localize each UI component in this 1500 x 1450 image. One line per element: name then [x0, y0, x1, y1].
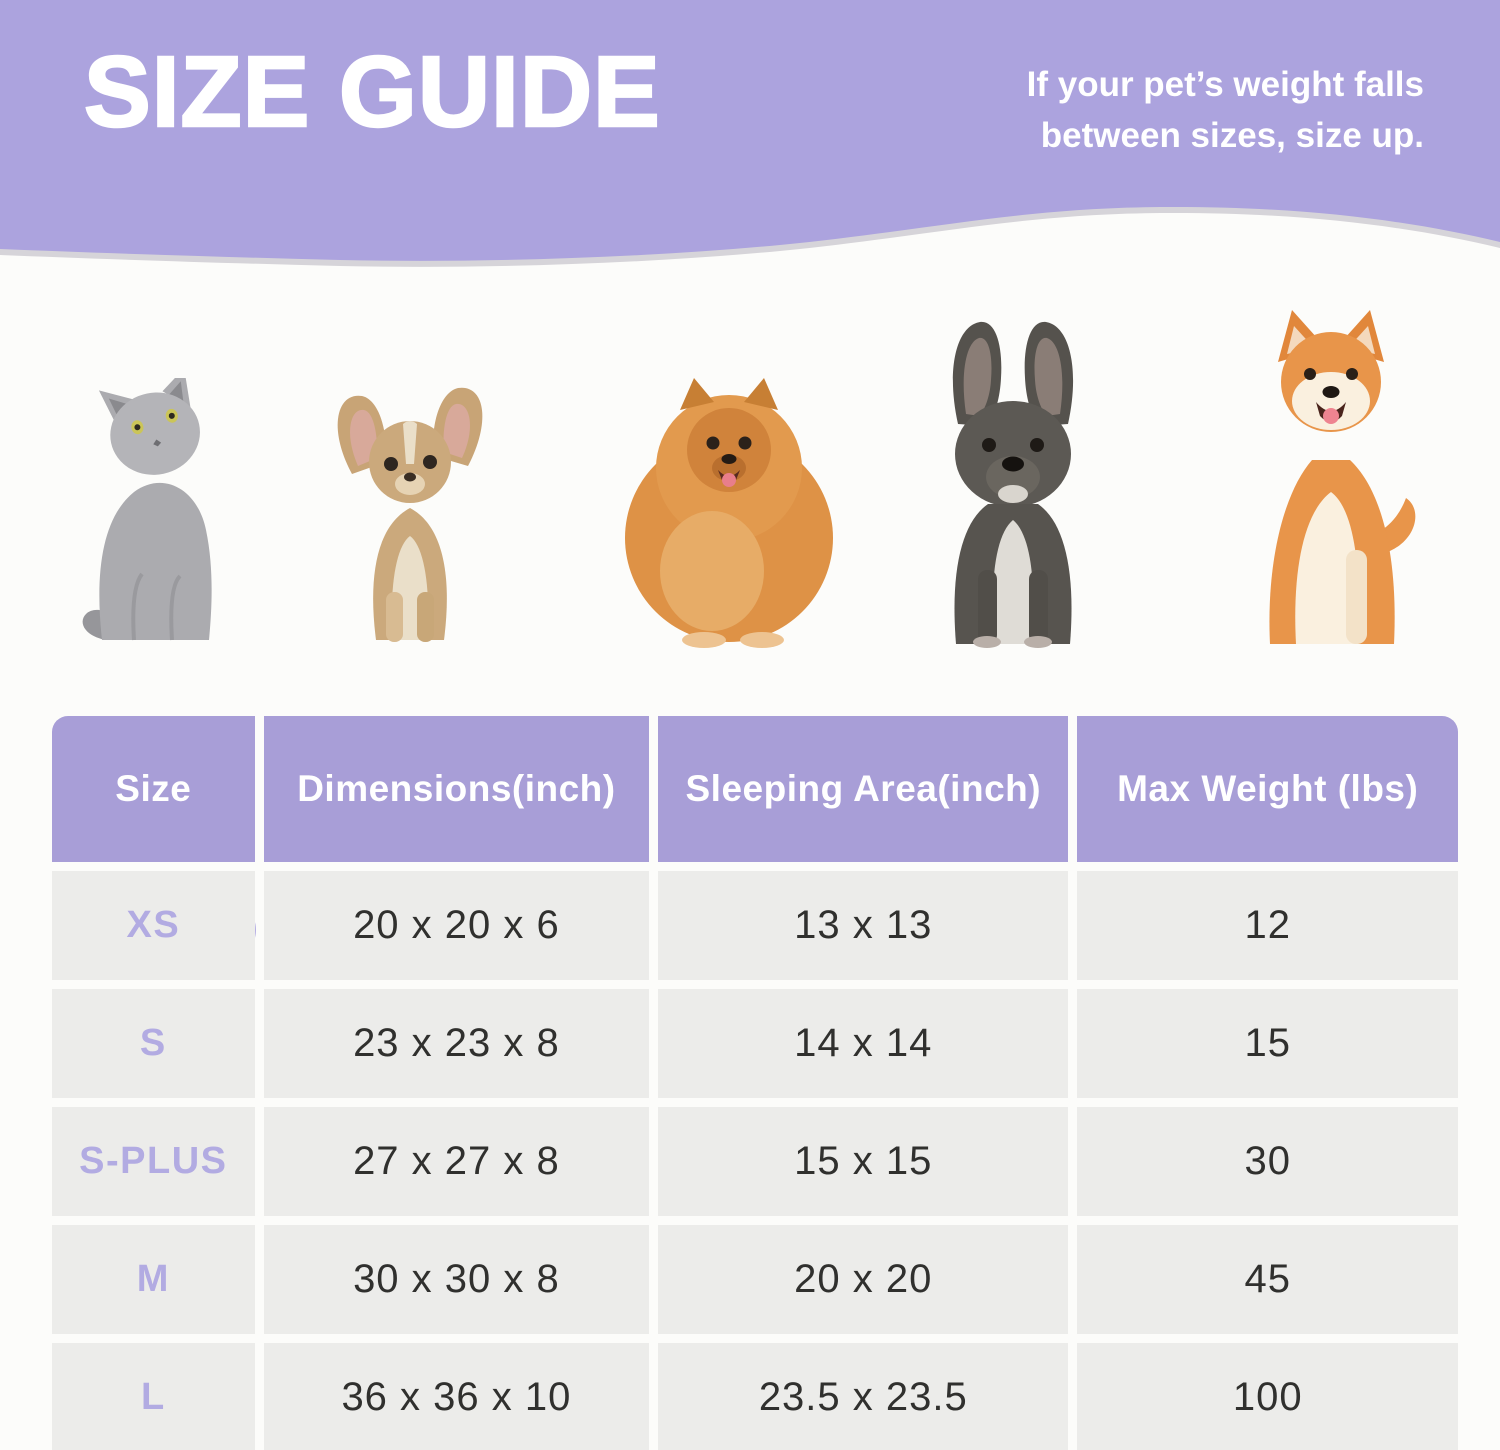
cat-illustration	[82, 378, 212, 641]
row-xs-sleeping-area: 13 x 13	[658, 871, 1069, 980]
sizing-note: If your pet’s weight falls between sizes…	[1027, 60, 1424, 162]
row-l-sleeping-area: 23.5 x 23.5	[658, 1343, 1069, 1450]
row-xs-size: XS	[52, 871, 255, 980]
header-wave-background	[0, 0, 1500, 267]
row-l-max-weight: 100	[1077, 1343, 1458, 1450]
shiba-inu-illustration	[1269, 310, 1416, 644]
sizing-note-line1: If your pet’s weight falls	[1026, 65, 1424, 104]
row-s-size: S	[52, 989, 255, 1098]
pet-shiba-inu	[1232, 302, 1430, 652]
row-m-max-weight: 45	[1077, 1225, 1458, 1334]
pet-french-bulldog	[922, 312, 1104, 650]
row-m-dimensions: 30 x 30 x 8	[263, 1225, 650, 1334]
row-s-max-weight: 15	[1077, 989, 1458, 1098]
pet-chihuahua	[320, 376, 500, 648]
column-header-dimensions: Dimensions(inch)	[263, 716, 650, 862]
column-header-max-weight: Max Weight (lbs)	[1077, 716, 1458, 862]
page-title: SIZE GUIDE	[83, 36, 661, 148]
row-m-size: M	[52, 1225, 255, 1334]
row-xs-max-weight: 12	[1077, 871, 1458, 980]
row-l-size: L	[52, 1343, 255, 1450]
row-l-dimensions: 36 x 36 x 10	[263, 1343, 650, 1450]
pomeranian-illustration	[625, 378, 833, 648]
column-header-size: Size	[52, 716, 255, 862]
chihuahua-illustration	[337, 387, 483, 642]
row-s-plus-sleeping-area: 15 x 15	[658, 1107, 1069, 1216]
row-s-plus-size: S-PLUS	[52, 1107, 255, 1216]
pet-cat	[76, 378, 232, 648]
row-xs-dimensions: 20 x 20 x 6	[263, 871, 650, 980]
french-bulldog-illustration	[952, 321, 1074, 648]
sizing-note-line2: between sizes, size up.	[1040, 115, 1424, 155]
row-s-sleeping-area: 14 x 14	[658, 989, 1069, 1098]
pets-row: XS S S PLUS M L	[0, 300, 1500, 964]
size-table: Size Dimensions(inch) Sleeping Area(inch…	[52, 716, 1458, 1450]
pet-pomeranian	[620, 356, 838, 648]
row-m-sleeping-area: 20 x 20	[658, 1225, 1069, 1334]
row-s-dimensions: 23 x 23 x 8	[263, 989, 650, 1098]
column-header-sleeping-area: Sleeping Area(inch)	[658, 716, 1069, 862]
row-s-plus-dimensions: 27 x 27 x 8	[263, 1107, 650, 1216]
row-s-plus-max-weight: 30	[1077, 1107, 1458, 1216]
